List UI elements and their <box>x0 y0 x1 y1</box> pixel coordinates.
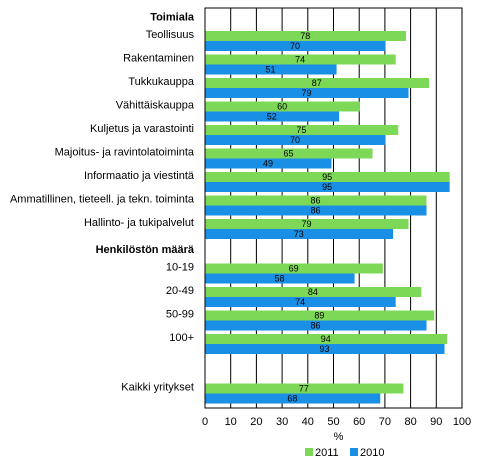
value-label-2010: 51 <box>266 65 276 75</box>
value-label-2010: 70 <box>290 135 300 145</box>
value-label-2011: 89 <box>314 311 324 321</box>
bar-2011 <box>205 263 383 274</box>
category-label: Informaatio ja viestintä <box>84 170 195 182</box>
bar-2011 <box>205 148 373 159</box>
bar-2010 <box>205 273 355 284</box>
value-label-2011: 65 <box>284 149 294 159</box>
value-label-2010: 93 <box>319 344 329 354</box>
value-label-2010: 58 <box>275 274 285 284</box>
bar-2011 <box>205 219 409 229</box>
group-heading: Toimiala <box>150 12 195 24</box>
value-label-2010: 95 <box>322 182 332 192</box>
value-label-2010: 52 <box>267 112 277 122</box>
value-label-2011: 69 <box>289 264 299 274</box>
bar-2010 <box>205 158 332 169</box>
value-label-2011: 78 <box>300 31 310 41</box>
value-label-2010: 74 <box>295 297 305 307</box>
x-tick-label: 70 <box>379 416 391 428</box>
value-label-2011: 77 <box>299 384 309 394</box>
value-label-2011: 74 <box>295 55 305 65</box>
value-label-2010: 73 <box>294 229 304 239</box>
value-label-2010: 49 <box>263 159 273 169</box>
bar-2011 <box>205 54 396 65</box>
value-label-2010: 79 <box>302 88 312 98</box>
category-label: Teollisuus <box>146 29 195 41</box>
legend-label-2011: 2011 <box>315 447 339 459</box>
category-label: Kuljetus ja varastointi <box>90 123 194 135</box>
value-label-2010: 86 <box>311 206 321 216</box>
category-label: Tukkukauppa <box>128 76 195 88</box>
x-tick-label: 50 <box>327 416 339 428</box>
bar-2010 <box>205 344 445 354</box>
legend-swatch-2011 <box>305 448 313 456</box>
category-label: Vähittäiskauppa <box>116 100 195 112</box>
bar-2011 <box>205 383 404 394</box>
bar-2010 <box>205 297 396 307</box>
bar-2011 <box>205 172 450 182</box>
bar-2011 <box>205 101 360 112</box>
category-label: 10-19 <box>166 262 194 274</box>
x-tick-label: 20 <box>250 416 262 428</box>
bar-2010 <box>205 205 427 216</box>
x-tick-label: 80 <box>404 416 416 428</box>
bar-2011 <box>205 125 399 135</box>
x-tick-label: 30 <box>276 416 288 428</box>
bar-2010 <box>205 229 394 239</box>
legend-swatch-2010 <box>350 448 358 456</box>
x-tick-label: 10 <box>225 416 237 428</box>
bar-2010 <box>205 88 409 98</box>
value-label-2010: 86 <box>311 321 321 331</box>
bar-2011 <box>205 78 430 88</box>
bar-2010 <box>205 64 337 75</box>
bar-2011 <box>205 287 422 297</box>
x-tick-label: 90 <box>430 416 442 428</box>
value-label-2011: 60 <box>277 102 287 112</box>
bar-2011 <box>205 195 427 206</box>
value-label-2011: 87 <box>312 78 322 88</box>
legend-label-2010: 2010 <box>360 447 384 459</box>
x-tick-label: 0 <box>202 416 208 428</box>
bar-2010 <box>205 111 340 122</box>
bar-2011 <box>205 310 435 321</box>
bar-2010 <box>205 182 450 192</box>
x-tick-label: 100 <box>453 416 471 428</box>
x-axis-label: % <box>334 431 344 443</box>
bar-2011 <box>205 334 448 344</box>
category-label: Kaikki yritykset <box>121 382 194 394</box>
value-label-2010: 70 <box>290 41 300 51</box>
category-label: 100+ <box>169 332 194 344</box>
x-tick-label: 40 <box>302 416 314 428</box>
category-label: Hallinto- ja tukipalvelut <box>84 217 194 229</box>
category-label: 50-99 <box>166 309 194 321</box>
x-tick-label: 60 <box>353 416 365 428</box>
bar-2010 <box>205 393 381 404</box>
group-heading: Henkilöstön määrä <box>96 244 195 256</box>
value-label-2011: 95 <box>322 172 332 182</box>
value-label-2011: 79 <box>302 219 312 229</box>
value-label-2011: 84 <box>308 287 318 297</box>
category-label: Ammatillinen, tieteell. ja tekn. toimint… <box>10 194 195 206</box>
category-label: Rakentaminen <box>123 53 194 65</box>
value-label-2011: 86 <box>311 196 321 206</box>
value-label-2011: 75 <box>296 125 306 135</box>
bar-2010 <box>205 135 386 145</box>
category-label: Majoitus- ja ravintolatoiminta <box>55 147 195 159</box>
value-label-2011: 94 <box>321 334 331 344</box>
bar-2010 <box>205 320 427 331</box>
bar-2011 <box>205 31 406 41</box>
category-label: 20-49 <box>166 285 194 297</box>
value-label-2010: 68 <box>287 394 297 404</box>
bar-2010 <box>205 41 386 51</box>
